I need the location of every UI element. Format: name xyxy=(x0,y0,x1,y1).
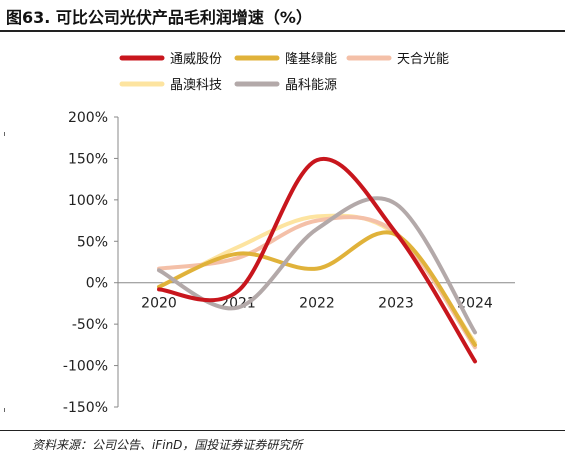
y-axis: -150% -100% -50% 0% 50% 100% 150% 200% xyxy=(63,110,119,416)
x-tick-label: 2020 xyxy=(141,296,177,312)
y-tick-label: 0% xyxy=(86,276,108,292)
y-tick-label: 50% xyxy=(77,234,108,250)
source-rule xyxy=(0,430,565,431)
y-tick-label: 200% xyxy=(68,110,108,126)
legend-label: 通威股份 xyxy=(170,52,222,67)
legend-label: 隆基绿能 xyxy=(285,52,337,67)
y-tick-label: 100% xyxy=(68,193,108,209)
series-lines xyxy=(157,156,477,364)
edge-mark xyxy=(4,132,5,136)
x-tick-label: 2024 xyxy=(457,296,493,312)
title-rule xyxy=(0,30,565,32)
series-line-2 xyxy=(157,230,477,347)
edge-mark xyxy=(4,408,5,412)
figure-title: 图63. 可比公司光伏产品毛利润增速（%） xyxy=(6,8,312,27)
x-tick-label: 2022 xyxy=(299,296,335,312)
series-line-5 xyxy=(157,196,477,335)
y-tick-label: -150% xyxy=(63,400,108,416)
legend-label: 天合光能 xyxy=(397,52,449,67)
source-note: 资料来源：公司公告、iFinD，国投证券证券研究所 xyxy=(32,438,303,452)
legend-label: 晶科能源 xyxy=(285,78,337,93)
y-tick-label: -50% xyxy=(72,317,108,333)
legend-label: 晶澳科技 xyxy=(170,77,222,93)
series-line-1 xyxy=(157,156,477,364)
x-tick-label: 2023 xyxy=(378,296,414,312)
y-tick-label: -100% xyxy=(63,359,108,375)
y-tick-label: 150% xyxy=(68,151,108,167)
